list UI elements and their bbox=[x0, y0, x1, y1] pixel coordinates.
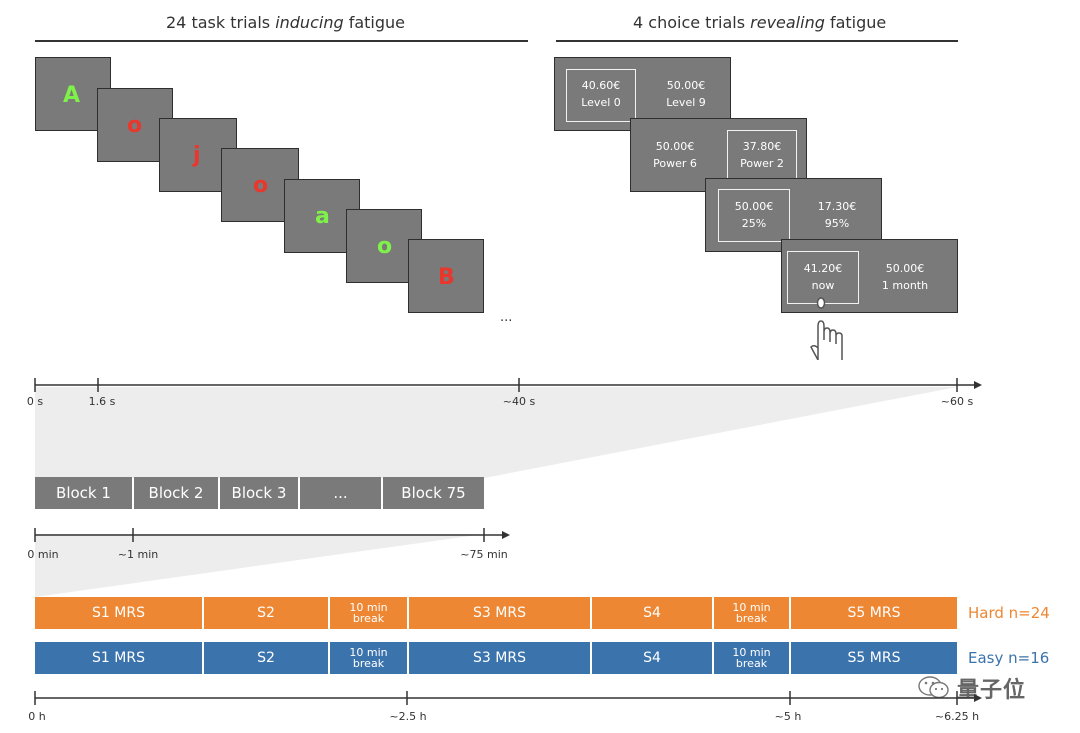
seconds-timeline-axis bbox=[34, 378, 982, 392]
session-segment: S3 MRS bbox=[409, 597, 590, 629]
tick-label: ~1 min bbox=[117, 548, 159, 561]
tick-label: 0 min bbox=[27, 548, 59, 561]
choice-title-rule bbox=[556, 40, 958, 42]
watermark: 量子位 bbox=[917, 672, 1026, 704]
choice-option-left: 41.20€ now bbox=[803, 262, 843, 292]
choice-trials-title: 4 choice trials revealing fatigue bbox=[633, 13, 887, 32]
tick-label: ~60 s bbox=[940, 395, 974, 408]
choice-option-right: 50.00€ 1 month bbox=[881, 262, 929, 292]
session-segment: S5 MRS bbox=[791, 597, 957, 629]
task-title-rule bbox=[35, 40, 528, 42]
task-trials-title: 24 task trials inducing fatigue bbox=[166, 13, 405, 32]
more-trials-ellipsis: ... bbox=[500, 310, 513, 325]
block-bar: Block 3 bbox=[220, 477, 298, 509]
tick-label: ~75 min bbox=[460, 548, 508, 561]
choice-option-right: 37.80€ Power 2 bbox=[740, 140, 784, 170]
task-letter: A bbox=[63, 83, 81, 108]
task-letter: B bbox=[438, 265, 455, 290]
tick-label: ~2.5 h bbox=[389, 710, 427, 723]
choice-option-left: 50.00€ Power 6 bbox=[653, 140, 697, 170]
session-segment: S3 MRS bbox=[409, 642, 590, 674]
task-letter: a bbox=[315, 204, 330, 229]
break-segment: 10 min break bbox=[330, 642, 407, 674]
hand-pointer-icon bbox=[810, 297, 843, 360]
block-bar: ... bbox=[300, 477, 381, 509]
selected-option-frame bbox=[718, 189, 790, 242]
tick-label: 0 s bbox=[26, 395, 44, 408]
tick-label: ~40 s bbox=[502, 395, 536, 408]
session-segment: S4 bbox=[592, 642, 712, 674]
block-bar: Block 1 bbox=[35, 477, 132, 509]
task-letter: o bbox=[127, 113, 143, 138]
session-segment: S2 bbox=[204, 642, 328, 674]
wechat-logo-icon bbox=[918, 676, 949, 699]
choice-option-left: 50.00€ 25% bbox=[734, 200, 774, 230]
tick-label: 1.6 s bbox=[88, 395, 116, 408]
break-segment: 10 min break bbox=[714, 642, 789, 674]
session-segment: S5 MRS bbox=[791, 642, 957, 674]
task-letter: o bbox=[253, 173, 269, 198]
task-letter: j bbox=[193, 143, 201, 168]
choice-option-right: 50.00€ Level 9 bbox=[666, 79, 706, 109]
tick-label: ~5 h bbox=[774, 710, 802, 723]
choice-option-left: 40.60€ Level 0 bbox=[581, 79, 621, 109]
block-bar: Block 2 bbox=[134, 477, 218, 509]
tick-label: ~6.25 h bbox=[934, 710, 980, 723]
selected-option-frame bbox=[566, 69, 636, 122]
hard-group-label: Hard n=24 bbox=[968, 604, 1050, 622]
choice-card: 41.20€ now 50.00€ 1 month bbox=[781, 239, 958, 313]
task-card: B bbox=[408, 239, 484, 313]
session-segment: S2 bbox=[204, 597, 328, 629]
choice-option-right: 17.30€ 95% bbox=[817, 200, 857, 230]
hours-timeline-axis bbox=[34, 691, 982, 705]
minutes-timeline-axis bbox=[34, 528, 510, 542]
task-letter: o bbox=[377, 234, 393, 259]
session-segment: S4 bbox=[592, 597, 712, 629]
choice-card: 40.60€ Level 0 50.00€ Level 9 bbox=[554, 57, 731, 131]
break-segment: 10 min break bbox=[714, 597, 789, 629]
watermark-text: 量子位 bbox=[957, 678, 1027, 703]
break-segment: 10 min break bbox=[330, 597, 407, 629]
easy-group-label: Easy n=16 bbox=[968, 649, 1050, 667]
tick-label: 0 h bbox=[28, 710, 46, 723]
block-bar: Block 75 bbox=[383, 477, 484, 509]
session-segment: S1 MRS bbox=[35, 642, 202, 674]
session-segment: S1 MRS bbox=[35, 597, 202, 629]
